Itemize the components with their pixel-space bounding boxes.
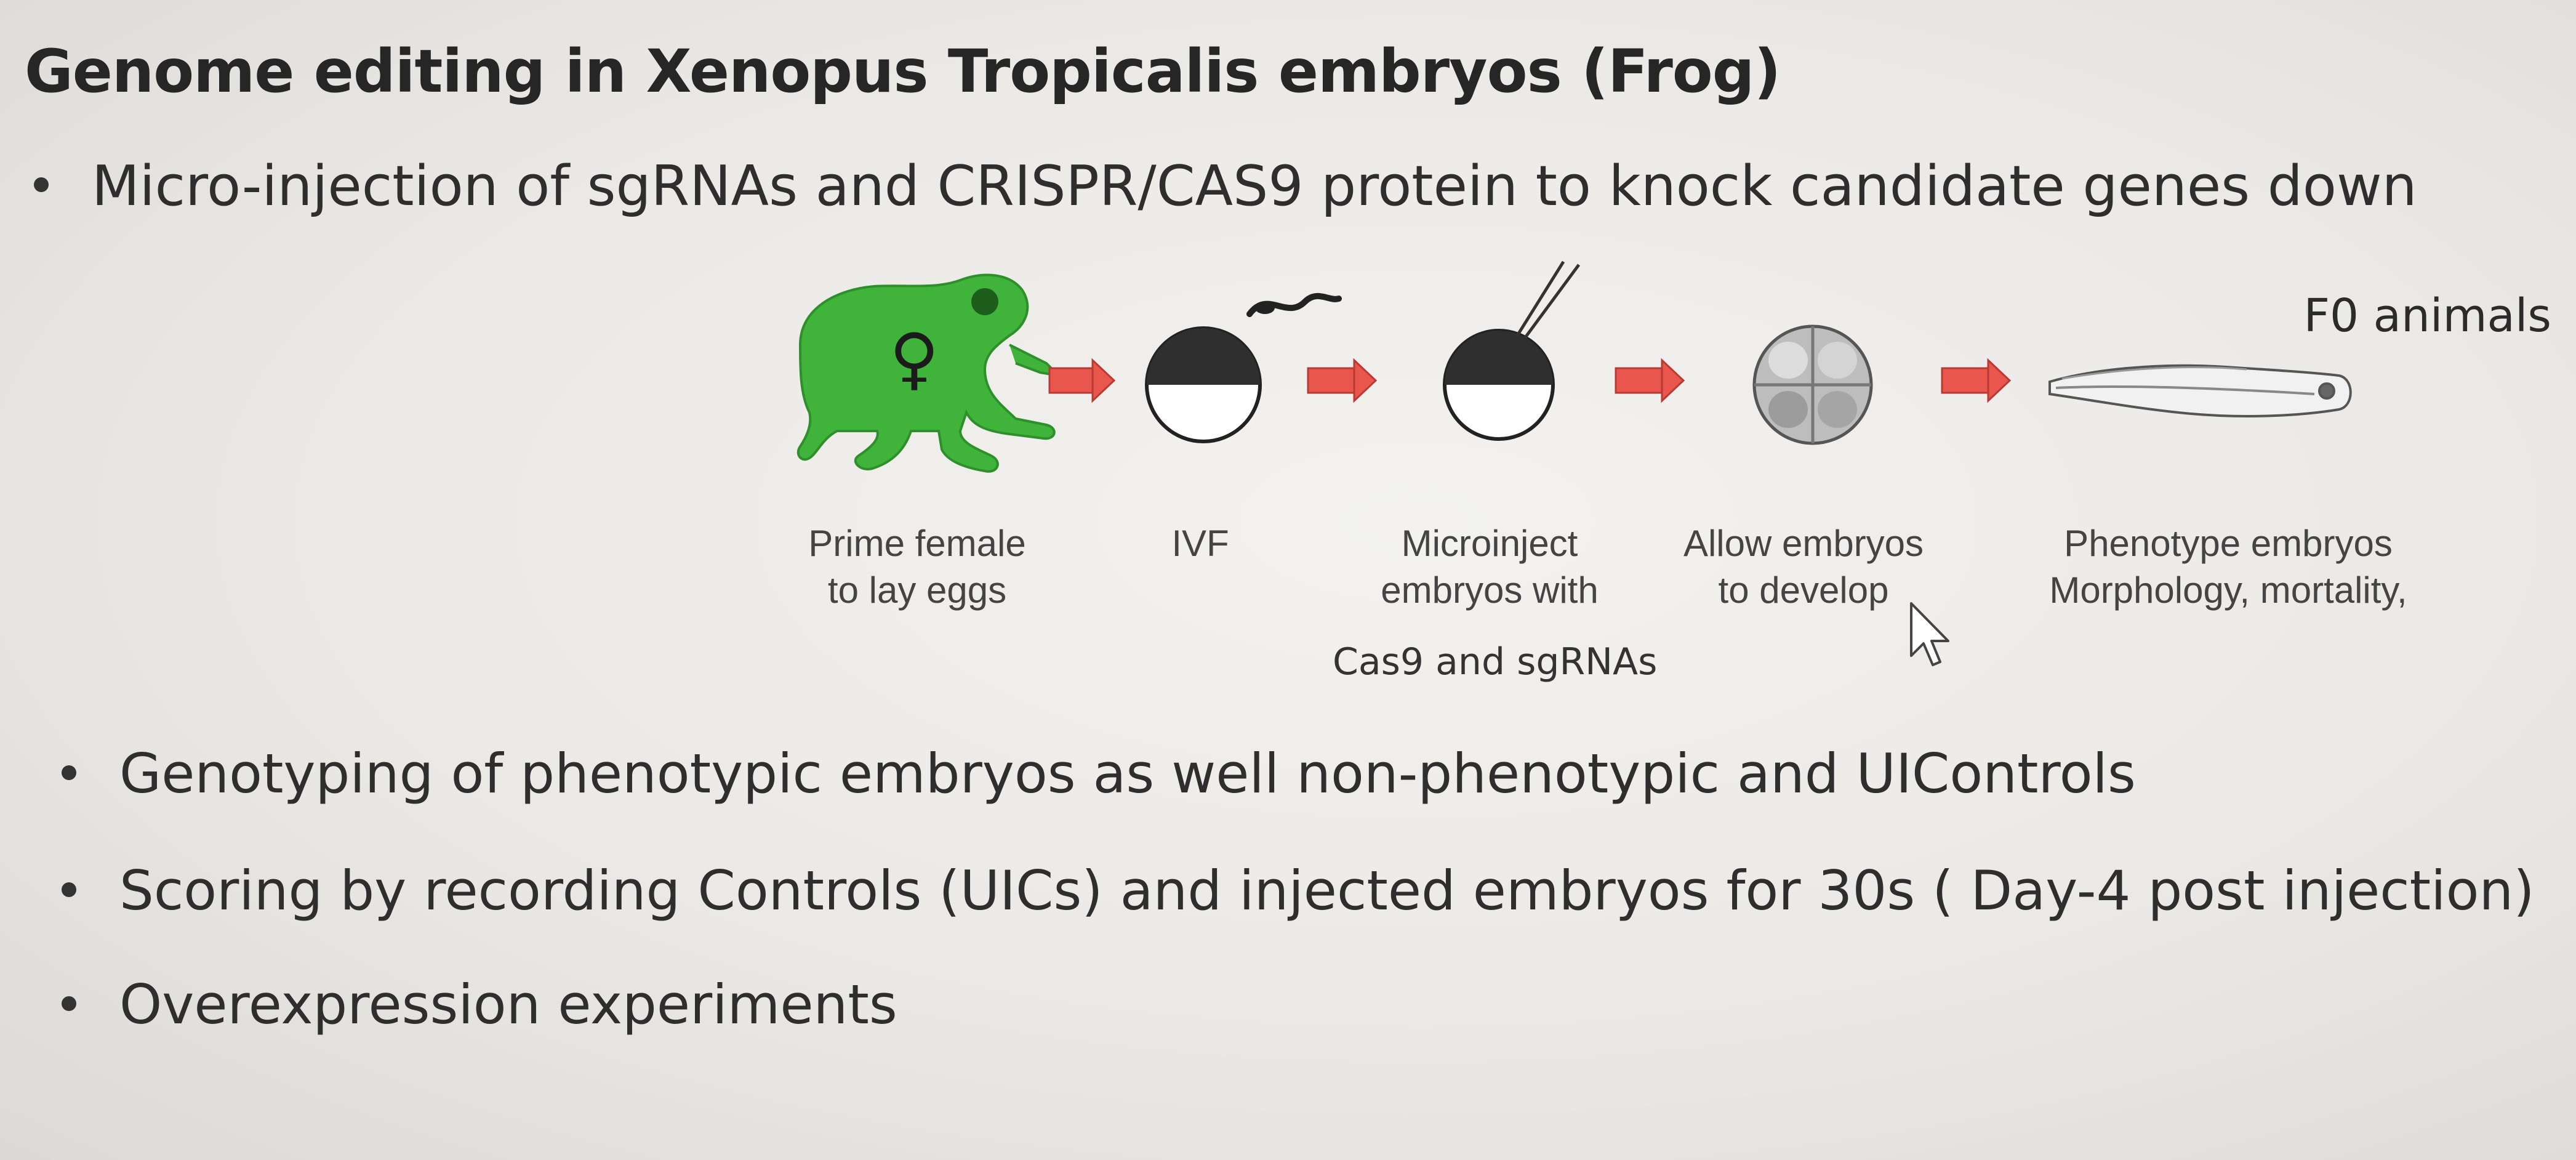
step-line: to lay eggs [827, 570, 1007, 611]
bullet-item: Micro-injection of sgRNAs and CRISPR/CAS… [34, 154, 2417, 219]
f0-animals-label: F0 animals [2303, 289, 2551, 342]
step-label: Allow embryos to develop [1656, 520, 1951, 614]
bullet-dot [62, 996, 76, 1012]
sperm-head-icon [1255, 302, 1275, 314]
slide-title: Genome editing in Xenopus Tropicalis emb… [25, 37, 1781, 106]
bullet-item: Scoring by recording Controls (UICs) and… [62, 859, 2535, 922]
arrow-icon [1941, 358, 2012, 403]
bullet-text: Overexpression experiments [119, 973, 897, 1036]
bullet-dot [62, 765, 76, 781]
step-line: IVF [1171, 523, 1229, 564]
bullet-text: Micro-injection of sgRNAs and CRISPR/CAS… [92, 154, 2417, 219]
step-label: Phenotype embryos Morphology, mortality, [2007, 520, 2450, 614]
bullet-dot [34, 177, 49, 193]
cleaving-embryo-icon [1752, 324, 1873, 445]
female-symbol: ♀ [889, 319, 939, 398]
arrow-icon [1048, 358, 1116, 403]
step-line: Morphology, mortality, [2049, 570, 2407, 611]
bullet-text: Genotyping of phenotypic embryos as well… [119, 742, 2136, 805]
bullet-item: Overexpression experiments [62, 973, 897, 1036]
step-line: Phenotype embryos [2064, 523, 2393, 564]
step-label: Microinject embryos with [1336, 520, 1643, 614]
bullet-item: Genotyping of phenotypic embryos as well… [62, 742, 2136, 805]
arrow-icon [1615, 358, 1685, 403]
step-line: embryos with [1381, 570, 1599, 611]
bullet-text: Scoring by recording Controls (UICs) and… [119, 859, 2535, 922]
arrow-icon [1307, 358, 1378, 403]
injected-embryo-icon [1443, 260, 1581, 441]
cas9-label: Cas9 and sgRNAs [1333, 640, 1658, 683]
tadpole-icon [2048, 364, 2352, 417]
step-line: Microinject [1401, 523, 1578, 564]
step-label: Prime female to lay eggs [757, 520, 1077, 614]
frog-icon [796, 273, 1062, 473]
step-line: Prime female [808, 523, 1026, 564]
step-line: Allow embryos [1683, 523, 1924, 564]
mouse-cursor-icon [1910, 602, 1949, 666]
bullet-dot [62, 882, 76, 898]
embryo-icon [1145, 326, 1262, 443]
step-line: to develop [1718, 570, 1889, 611]
step-label: IVF [1133, 520, 1268, 567]
